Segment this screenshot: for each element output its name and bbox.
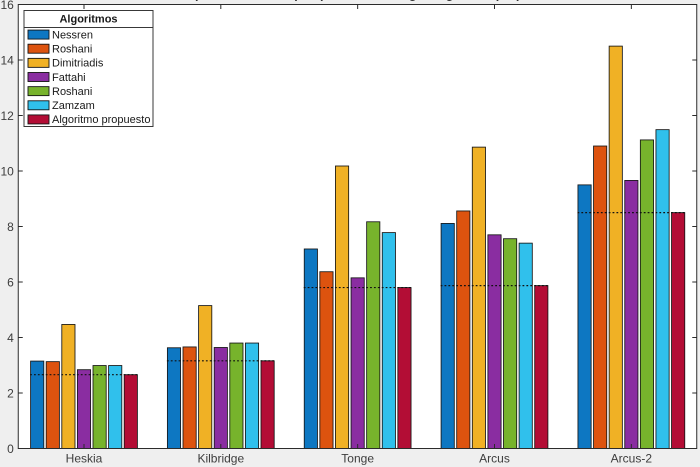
- svg-text:Roshani: Roshani: [52, 86, 92, 98]
- svg-text:10: 10: [0, 165, 14, 179]
- svg-text:6: 6: [7, 276, 14, 290]
- svg-text:Kilbridge: Kilbridge: [197, 452, 244, 466]
- svg-text:2: 2: [7, 387, 14, 401]
- svg-text:Nessren: Nessren: [52, 29, 93, 41]
- svg-text:Algoritmos: Algoritmos: [59, 14, 117, 26]
- svg-text:Algoritmo propuesto: Algoritmo propuesto: [52, 114, 150, 126]
- svg-text:4: 4: [7, 331, 14, 345]
- svg-text:8: 8: [7, 220, 14, 234]
- svg-text:Fattahi: Fattahi: [52, 72, 86, 84]
- svg-text:12: 12: [0, 109, 14, 123]
- svg-text:Roshani: Roshani: [52, 44, 92, 56]
- svg-text:16: 16: [0, 0, 14, 12]
- svg-text:Heskia: Heskia: [66, 452, 103, 466]
- svg-text:Arcus-2: Arcus-2: [611, 452, 653, 466]
- svg-text:Comparación de tiempos pondera: Comparación de tiempos ponderados según …: [167, 0, 557, 2]
- svg-text:Tonge: Tonge: [341, 452, 374, 466]
- svg-text:Zamzam: Zamzam: [52, 100, 95, 112]
- svg-text:0: 0: [7, 442, 14, 456]
- svg-text:Arcus: Arcus: [479, 452, 510, 466]
- svg-text:14: 14: [0, 54, 14, 68]
- svg-text:Dimitriadis: Dimitriadis: [52, 58, 104, 70]
